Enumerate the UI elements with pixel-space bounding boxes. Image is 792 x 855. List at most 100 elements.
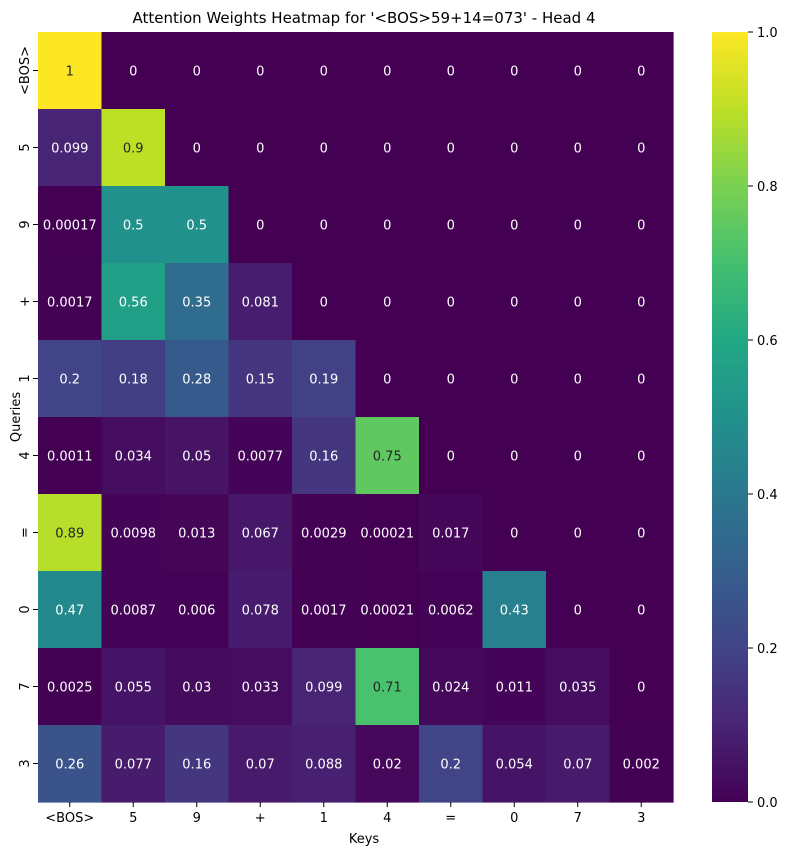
cell-value-label: 0 [637,296,645,311]
cell-value-label: 0 [256,142,264,157]
heatmap-cell [482,32,547,110]
heatmap-cell [292,263,357,341]
heatmap-cell [419,725,484,803]
heatmap-cell [165,186,230,264]
cell-value-label: 0.71 [373,681,402,696]
cell-value-label: 0.16 [309,450,338,465]
heatmap-cell [38,648,103,726]
cell-value-label: 0.2 [59,373,80,388]
cell-value-label: 0 [637,450,645,465]
heatmap-cell [419,263,484,341]
heatmap-cell [292,109,357,187]
heatmap-cell [292,648,357,726]
heatmap-cell [419,648,484,726]
heatmap-cell [38,340,103,418]
cell-value-label: 0 [447,142,455,157]
heatmap-cell [609,186,674,264]
heatmap-cell [165,263,230,341]
cell-value-label: 0 [637,527,645,542]
heatmap-cell [165,494,230,572]
heatmap-cell [38,109,103,187]
heatmap-cell [482,494,547,572]
heatmap-cell [546,340,611,418]
heatmap-cell [38,32,103,110]
cell-value-label: 0 [637,373,645,388]
cell-value-label: 0.0011 [47,450,93,465]
heatmap-cell [101,109,166,187]
cell-value-label: 0.035 [559,681,596,696]
heatmap-cell [165,571,230,649]
heatmap-cell [419,417,484,495]
y-tick-label: 9 [18,220,33,228]
heatmap-cell [546,186,611,264]
heatmap-cells [38,32,674,803]
cell-value-label: 0 [637,681,645,696]
cell-value-label: 0 [574,450,582,465]
colorbar-tick-label: 0.0 [757,796,778,811]
heatmap-cell [482,263,547,341]
cell-value-label: 0.9 [123,142,144,157]
heatmap-cell [355,571,420,649]
heatmap-cell [101,263,166,341]
cell-value-label: 0.055 [115,681,152,696]
heatmap-cell [546,648,611,726]
x-tick-label: 4 [383,811,391,826]
cell-value-label: 0.077 [115,758,152,773]
heatmap-cell [482,571,547,649]
heatmap-cell [101,648,166,726]
heatmap-cell [482,109,547,187]
chart-title: Attention Weights Heatmap for '<BOS>59+1… [132,9,595,27]
heatmap-cell [165,32,230,110]
heatmap-cell [355,417,420,495]
heatmap-cell [482,340,547,418]
cell-value-label: 0 [320,142,328,157]
heatmap-cell [228,186,293,264]
cell-value-label: 0 [447,373,455,388]
cell-value-label: 0 [510,65,518,80]
heatmap-cell [482,417,547,495]
cell-value-label: 0.03 [182,681,211,696]
colorbar-gradient [712,32,748,802]
cell-value-label: 0.033 [242,681,279,696]
cell-value-label: 0 [637,65,645,80]
cell-value-label: 0.26 [55,758,84,773]
cell-value-label: 0 [637,142,645,157]
cell-value-label: 0.067 [242,527,279,542]
heatmap-cell [165,648,230,726]
heatmap-cell [609,417,674,495]
heatmap-cell [355,340,420,418]
heatmap-cell [419,494,484,572]
heatmap-cell [355,263,420,341]
colorbar-tick-label: 0.2 [757,642,778,657]
cell-value-label: 0 [510,527,518,542]
heatmap-cell [165,109,230,187]
heatmap-cell [38,417,103,495]
cell-value-label: 0 [574,373,582,388]
cell-value-label: 0.0029 [301,527,347,542]
y-tick-label: 1 [18,374,33,382]
cell-value-label: 0.099 [51,142,88,157]
cell-value-label: 0.0098 [111,527,157,542]
cell-value-label: 0.017 [432,527,469,542]
x-tick-label: 0 [510,811,518,826]
cell-value-label: 0 [447,296,455,311]
heatmap-cell [482,648,547,726]
cell-value-label: 0.00021 [360,604,414,619]
heatmap-cell [165,340,230,418]
x-tick-label: + [255,811,266,826]
cell-value-label: 0.0025 [47,681,93,696]
heatmap-cell [292,32,357,110]
x-tick-label: 1 [320,811,328,826]
heatmap-cell [228,340,293,418]
heatmap-cell [482,725,547,803]
cell-value-label: 0 [383,219,391,234]
heatmap-cell [355,725,420,803]
cell-value-label: 0.081 [242,296,279,311]
heatmap-cell [228,109,293,187]
cell-value-label: 0 [574,527,582,542]
cell-value-label: 0 [510,450,518,465]
colorbar-tick-label: 0.4 [757,488,778,503]
cell-value-label: 0 [574,604,582,619]
cell-value-label: 0 [320,296,328,311]
cell-value-label: 0 [383,373,391,388]
